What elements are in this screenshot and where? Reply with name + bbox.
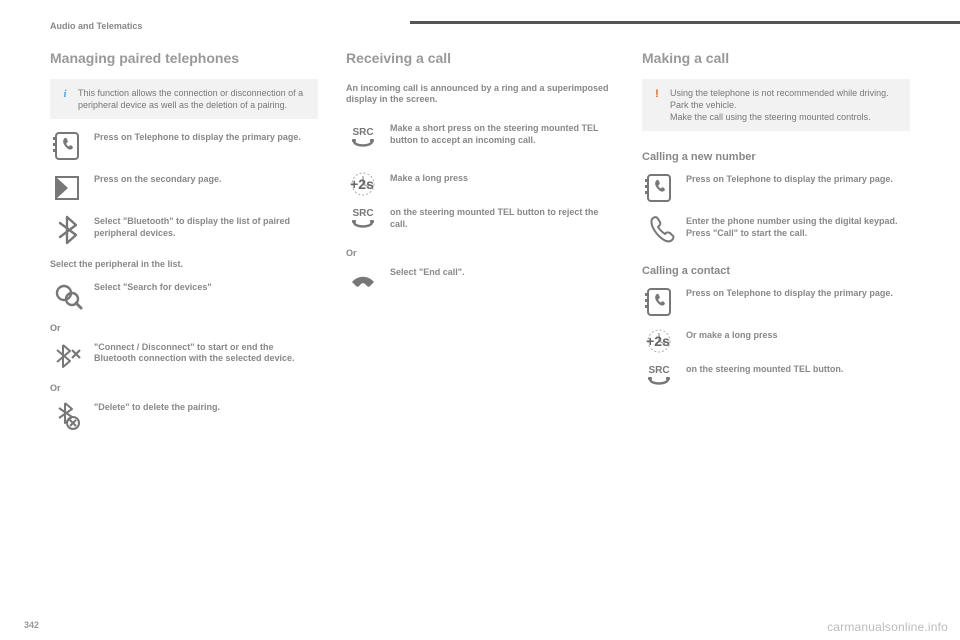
step-text-b: on the steering mounted TEL button to re…	[390, 207, 614, 230]
section-title: Making a call	[642, 50, 910, 67]
step-text: Press on Telephone to display the primar…	[94, 129, 301, 144]
or-text: Or	[346, 248, 614, 258]
step-telephone-primary: Press on Telephone to display the primar…	[642, 171, 910, 205]
src-tel-icon	[642, 361, 676, 389]
src-tel-icon	[346, 204, 380, 232]
header-rule	[410, 21, 960, 24]
step-text: Select "Search for devices"	[94, 279, 212, 294]
step-text: "Delete" to delete the pairing.	[94, 399, 220, 414]
callout-line: Using the telephone is not recommended w…	[670, 87, 900, 99]
callout-line: Park the vehicle.	[670, 99, 900, 111]
subsection-title: Calling a contact	[642, 265, 910, 277]
phonebook-icon	[642, 285, 676, 319]
step-text: Press on Telephone to display the primar…	[686, 285, 893, 300]
step-text: Or make a long press on the steering mou…	[686, 327, 843, 375]
hold-2s-icon	[346, 170, 380, 198]
warning-icon: !	[650, 87, 664, 101]
callout-line: Make the call using the steering mounted…	[670, 111, 900, 123]
step-text: Make a short press on the steering mount…	[390, 120, 614, 146]
page-body: Managing paired telephones i This functi…	[50, 50, 910, 610]
bt-disconnect-icon	[50, 339, 84, 373]
col-managing-paired: Managing paired telephones i This functi…	[50, 50, 318, 610]
step-connect-disconnect: "Connect / Disconnect" to start or end t…	[50, 339, 318, 373]
info-callout: i This function allows the connection or…	[50, 79, 318, 119]
plain-step: Select the peripheral in the list.	[50, 259, 318, 271]
step-text: Make a long press on the steering mounte…	[390, 170, 614, 230]
footer-url: carmanualsonline.info	[827, 620, 948, 634]
search-devices-icon	[50, 279, 84, 313]
hold-2s-icon	[642, 327, 676, 355]
lead-text: An incoming call is announced by a ring …	[346, 83, 614, 106]
step-text: "Connect / Disconnect" to start or end t…	[94, 339, 318, 365]
subsection-title: Calling a new number	[642, 151, 910, 163]
or-text: Or	[50, 383, 318, 393]
handset-icon	[642, 213, 676, 247]
section-title: Receiving a call	[346, 50, 614, 67]
step-text-a: Make a long press	[390, 173, 614, 185]
secondary-page-icon	[50, 171, 84, 205]
step-text: Press on Telephone to display the primar…	[686, 171, 893, 186]
longpress-icon-group	[642, 327, 676, 389]
longpress-icon-group	[346, 170, 380, 232]
callout-text: This function allows the connection or d…	[78, 88, 303, 110]
step-text-b: on the steering mounted TEL button.	[686, 364, 843, 376]
bluetooth-icon	[50, 213, 84, 247]
step-text: Press on the secondary page.	[94, 171, 222, 186]
info-icon: i	[58, 87, 72, 101]
header-title: Audio and Telematics	[50, 21, 142, 31]
step-text: Select "Bluetooth" to display the list o…	[94, 213, 318, 239]
step-longpress-tel: Or make a long press on the steering mou…	[642, 327, 910, 389]
section-title: Managing paired telephones	[50, 50, 318, 67]
step-telephone-primary: Press on Telephone to display the primar…	[642, 285, 910, 319]
phonebook-icon	[642, 171, 676, 205]
step-text: Enter the phone number using the digital…	[686, 213, 898, 239]
step-enter-number: Enter the phone number using the digital…	[642, 213, 910, 247]
step-reject-call: Make a long press on the steering mounte…	[346, 170, 614, 232]
step-accept-call: Make a short press on the steering mount…	[346, 120, 614, 154]
phonebook-icon	[50, 129, 84, 163]
col-receiving-call: Receiving a call An incoming call is ann…	[346, 50, 614, 610]
src-tel-icon	[346, 120, 380, 154]
step-secondary-page: Press on the secondary page.	[50, 171, 318, 205]
bt-delete-icon	[50, 399, 84, 433]
page-header: Audio and Telematics	[50, 16, 960, 34]
step-delete-pairing: "Delete" to delete the pairing.	[50, 399, 318, 433]
warn-callout: ! Using the telephone is not recommended…	[642, 79, 910, 131]
end-call-icon	[346, 264, 380, 298]
page-number: 342	[24, 620, 39, 630]
step-select-bluetooth: Select "Bluetooth" to display the list o…	[50, 213, 318, 247]
col-making-call: Making a call ! Using the telephone is n…	[642, 50, 910, 610]
step-search-devices: Select "Search for devices"	[50, 279, 318, 313]
or-text: Or	[50, 323, 318, 333]
step-telephone-primary: Press on Telephone to display the primar…	[50, 129, 318, 163]
step-text: Select "End call".	[390, 264, 465, 279]
step-text-a: Or make a long press	[686, 330, 843, 342]
step-end-call: Select "End call".	[346, 264, 614, 298]
